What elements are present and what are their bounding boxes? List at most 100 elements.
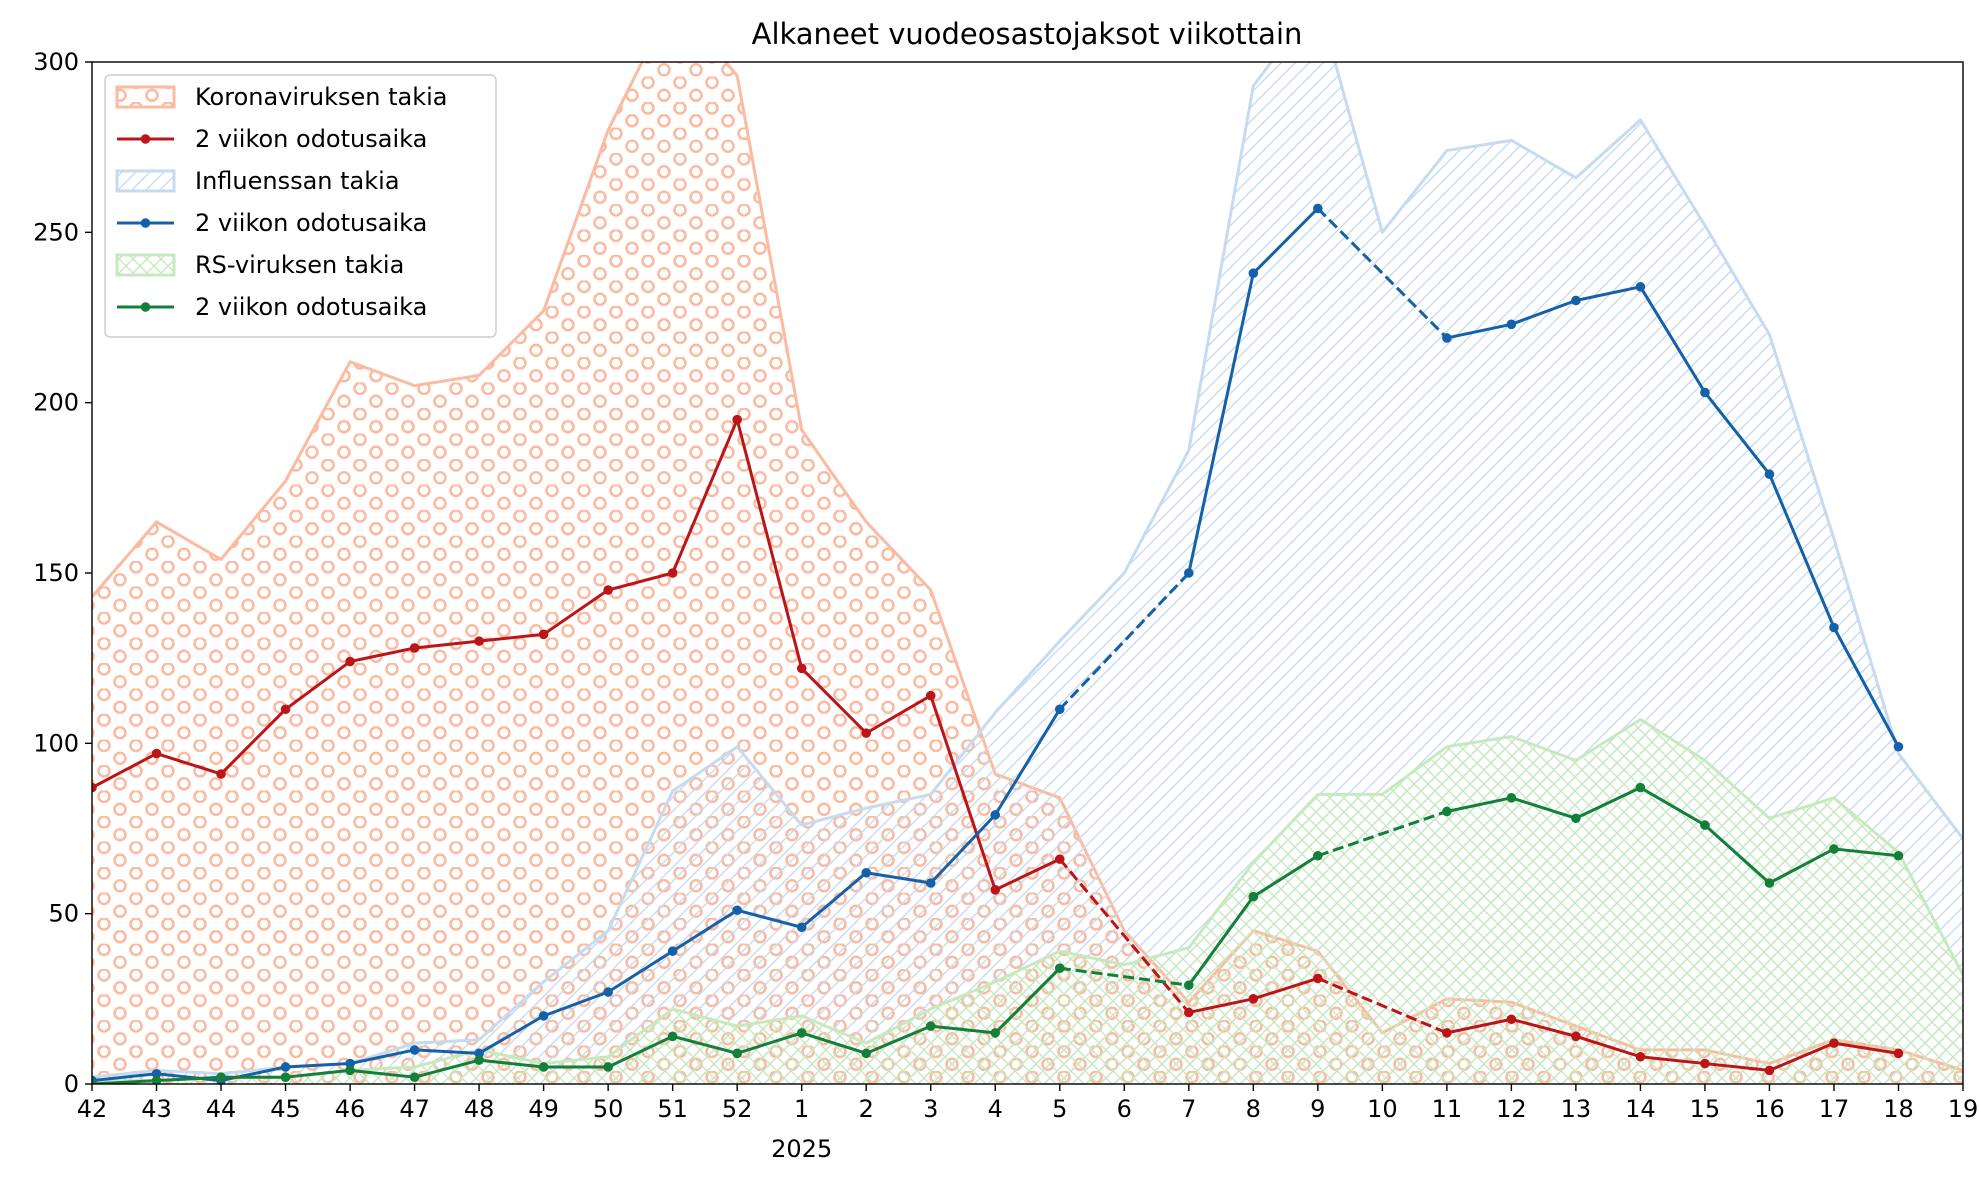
point-series-3-week-18	[1893, 850, 1904, 861]
point-series-3-week-3	[925, 1021, 936, 1031]
point-series-3-week-12	[1506, 793, 1517, 803]
x-tick-label-4: 4	[988, 1095, 1003, 1123]
point-series-1-week-51	[667, 568, 678, 578]
legend-item-1-label: Koronaviruksen takia	[195, 83, 448, 111]
y-tick-label-100: 100	[33, 729, 79, 757]
x-tick-label-18: 18	[1883, 1095, 1914, 1123]
legend-item-5-label: RS-viruksen takia	[195, 251, 404, 279]
point-series-3-week-1	[796, 1028, 807, 1038]
point-series-2-week-2	[861, 867, 872, 878]
x-tick-label-3: 3	[923, 1095, 938, 1123]
point-series-1-week-7	[1183, 1007, 1194, 1018]
point-series-1-week-14	[1635, 1051, 1646, 1062]
x-tick-label-51: 51	[657, 1095, 688, 1123]
x-tick-label-6: 6	[1117, 1095, 1132, 1123]
point-series-2-week-45	[280, 1062, 291, 1072]
point-series-3-week-14	[1635, 782, 1646, 793]
point-series-1-week-2	[861, 728, 872, 738]
year-label: 2025	[771, 1135, 832, 1163]
point-series-3-week-9	[1313, 850, 1323, 861]
x-tick-label-44: 44	[206, 1095, 237, 1123]
x-tick-label-17: 17	[1819, 1095, 1850, 1123]
point-series-2-week-4	[990, 810, 1001, 820]
point-series-2-week-3	[925, 878, 936, 888]
point-series-3-week-4	[990, 1028, 1001, 1038]
legend-item-1-swatch	[115, 85, 176, 109]
x-tick-label-52: 52	[722, 1095, 753, 1123]
dashed-segment-series-3-2	[1317, 810, 1448, 858]
legend-item-3-swatch	[115, 169, 176, 193]
point-series-2-week-48	[474, 1048, 484, 1059]
legend-item-5-swatch	[115, 253, 176, 277]
area-fill-rs-viruksen-takia	[92, 719, 1963, 1084]
point-series-3-week-52	[732, 1048, 742, 1059]
point-series-2-week-12	[1506, 319, 1517, 330]
point-series-2-week-43	[151, 1068, 162, 1079]
point-series-2-week-52	[732, 905, 742, 916]
point-series-3-week-44	[216, 1072, 226, 1082]
legend-item-4-label: 2 viikon odotusaika	[195, 209, 427, 237]
point-series-2-week-51	[667, 946, 678, 956]
dashed-segment-series-1-2	[1317, 977, 1448, 1035]
plot-area	[92, 62, 1963, 1084]
dashed-segment-series-3-1	[1059, 966, 1189, 987]
point-series-3-week-17	[1829, 844, 1839, 854]
x-tick-label-46: 46	[335, 1095, 366, 1123]
x-tick-label-19: 19	[1948, 1095, 1979, 1123]
point-series-2-week-15	[1700, 387, 1710, 398]
dashed-segment-series-1-1	[1058, 858, 1190, 1014]
point-series-2-week-13	[1571, 295, 1581, 306]
legend-item-6-marker	[140, 302, 151, 312]
x-tick-label-13: 13	[1561, 1095, 1592, 1123]
x-tick-label-50: 50	[593, 1095, 624, 1123]
y-tick-label-50: 50	[48, 900, 79, 928]
point-series-2-week-14	[1635, 282, 1646, 292]
point-series-1-week-17	[1829, 1038, 1839, 1048]
legend-frame	[104, 74, 497, 338]
point-series-2-week-17	[1829, 622, 1839, 633]
point-series-1-week-15	[1700, 1058, 1710, 1069]
point-series-1-week-47	[409, 643, 420, 653]
point-series-3-week-42	[92, 1079, 97, 1084]
x-tick-label-8: 8	[1246, 1095, 1261, 1123]
x-tick-label-10: 10	[1367, 1095, 1398, 1123]
legend-item-4-marker	[140, 218, 151, 228]
point-series-1-week-13	[1571, 1031, 1581, 1042]
x-tick-label-1: 1	[794, 1095, 809, 1123]
point-series-1-week-18	[1893, 1048, 1904, 1059]
x-tick-label-14: 14	[1625, 1095, 1656, 1123]
x-tick-label-12: 12	[1496, 1095, 1527, 1123]
area-fill-koronaviruksen-takia	[92, 62, 1963, 1084]
point-series-3-week-51	[667, 1031, 678, 1042]
point-series-1-week-3	[925, 690, 936, 701]
point-series-2-week-8	[1248, 268, 1259, 279]
point-series-3-week-16	[1764, 878, 1775, 888]
point-series-2-week-9	[1313, 203, 1323, 214]
point-series-1-week-5	[1054, 854, 1065, 864]
chart-title: Alkaneet vuodeosastojaksot viikottain	[752, 17, 1303, 51]
point-series-1-week-48	[474, 636, 484, 646]
point-series-3-week-45	[280, 1072, 291, 1082]
area-outline-influenssan-takia	[92, 62, 1963, 1079]
point-series-3-week-49	[538, 1062, 549, 1072]
x-tick-label-15: 15	[1690, 1095, 1721, 1123]
point-series-2-week-50	[603, 987, 613, 997]
y-tick-label-0: 0	[64, 1070, 79, 1098]
line-series-group	[92, 203, 1904, 1084]
point-series-1-week-4	[990, 885, 1001, 895]
x-tick-label-48: 48	[464, 1095, 495, 1123]
point-series-2-week-1	[796, 922, 807, 933]
point-series-1-week-45	[280, 704, 291, 715]
x-tick-label-49: 49	[528, 1095, 559, 1123]
point-series-2-week-47	[409, 1045, 420, 1055]
x-tick-label-45: 45	[270, 1095, 301, 1123]
point-series-2-week-49	[538, 1011, 549, 1021]
point-series-2-week-18	[1893, 741, 1904, 752]
x-tick-label-47: 47	[399, 1095, 430, 1123]
x-tick-label-11: 11	[1432, 1095, 1463, 1123]
x-tick-label-42: 42	[77, 1095, 108, 1123]
point-series-3-week-50	[603, 1062, 613, 1072]
x-tick-label-7: 7	[1181, 1095, 1196, 1123]
point-series-3-week-47	[409, 1072, 420, 1082]
area-outline-rs-viruksen-takia	[92, 717, 1963, 1083]
